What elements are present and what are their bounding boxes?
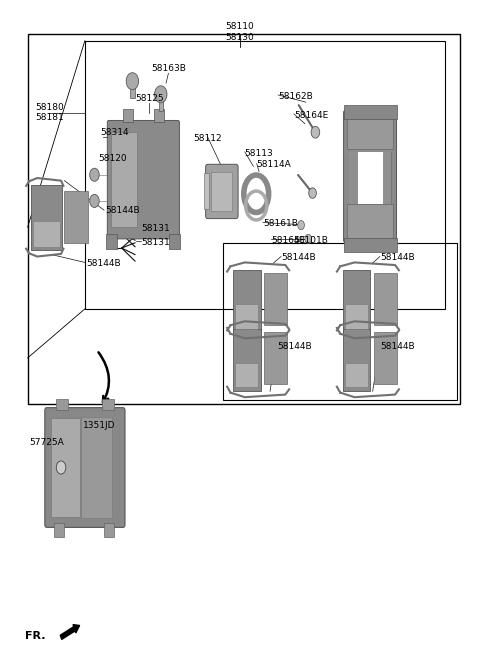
Text: 58164E: 58164E [294, 111, 328, 120]
FancyBboxPatch shape [102, 399, 114, 410]
Text: 58113: 58113 [245, 148, 274, 158]
Circle shape [56, 461, 66, 474]
FancyBboxPatch shape [343, 269, 370, 332]
FancyBboxPatch shape [205, 164, 238, 219]
Circle shape [90, 194, 99, 208]
FancyArrow shape [60, 625, 80, 639]
Circle shape [155, 86, 167, 102]
FancyBboxPatch shape [344, 238, 396, 252]
FancyBboxPatch shape [107, 235, 117, 249]
Circle shape [311, 126, 320, 138]
FancyBboxPatch shape [56, 399, 68, 410]
FancyBboxPatch shape [81, 417, 112, 518]
Text: 58101B: 58101B [293, 236, 328, 244]
FancyBboxPatch shape [233, 328, 261, 391]
FancyBboxPatch shape [383, 152, 391, 204]
FancyBboxPatch shape [130, 81, 134, 97]
Circle shape [126, 73, 139, 90]
Text: 58164E: 58164E [271, 236, 305, 244]
Text: 58110
58130: 58110 58130 [226, 22, 254, 42]
Text: 58120: 58120 [98, 154, 126, 163]
Text: 58144B: 58144B [86, 259, 121, 267]
Text: 58131: 58131 [141, 224, 170, 233]
FancyBboxPatch shape [50, 418, 80, 517]
FancyBboxPatch shape [211, 172, 232, 211]
Circle shape [298, 221, 304, 230]
FancyBboxPatch shape [123, 109, 132, 122]
Text: 58180
58181: 58180 58181 [36, 103, 64, 122]
Circle shape [305, 235, 312, 244]
Text: 58144B: 58144B [380, 342, 414, 351]
Text: 58131: 58131 [141, 238, 170, 246]
FancyBboxPatch shape [31, 185, 62, 250]
FancyBboxPatch shape [233, 269, 261, 332]
FancyBboxPatch shape [108, 120, 180, 239]
FancyBboxPatch shape [235, 363, 258, 388]
Text: FR.: FR. [25, 631, 46, 641]
FancyBboxPatch shape [349, 152, 391, 204]
FancyBboxPatch shape [111, 132, 137, 227]
FancyBboxPatch shape [154, 109, 164, 122]
Circle shape [90, 168, 99, 181]
FancyBboxPatch shape [344, 104, 396, 119]
FancyBboxPatch shape [169, 235, 180, 249]
FancyBboxPatch shape [348, 110, 393, 148]
FancyBboxPatch shape [348, 204, 393, 240]
FancyBboxPatch shape [104, 524, 115, 537]
Text: 57725A: 57725A [29, 438, 64, 447]
Text: 58114A: 58114A [257, 160, 291, 170]
Text: 58314: 58314 [101, 127, 129, 137]
Text: 58144B: 58144B [380, 254, 414, 262]
Circle shape [309, 188, 316, 198]
FancyBboxPatch shape [235, 304, 258, 328]
FancyBboxPatch shape [373, 273, 396, 325]
FancyBboxPatch shape [45, 407, 125, 528]
Text: 1351JD: 1351JD [83, 421, 116, 430]
Text: 58125: 58125 [135, 94, 164, 102]
FancyBboxPatch shape [343, 328, 370, 391]
FancyBboxPatch shape [344, 110, 396, 242]
Text: 58161B: 58161B [263, 219, 298, 229]
Text: 58162B: 58162B [278, 92, 313, 101]
FancyBboxPatch shape [345, 304, 368, 328]
FancyBboxPatch shape [34, 221, 60, 247]
FancyBboxPatch shape [54, 524, 64, 537]
FancyBboxPatch shape [373, 332, 396, 384]
FancyBboxPatch shape [159, 95, 163, 110]
Text: 58144B: 58144B [106, 206, 140, 215]
FancyBboxPatch shape [64, 191, 88, 244]
FancyBboxPatch shape [204, 173, 209, 210]
Text: 58144B: 58144B [277, 342, 312, 351]
FancyBboxPatch shape [349, 152, 358, 204]
Text: 58144B: 58144B [281, 254, 316, 262]
FancyBboxPatch shape [345, 363, 368, 388]
FancyBboxPatch shape [264, 273, 287, 325]
FancyBboxPatch shape [264, 332, 287, 384]
Text: 58163B: 58163B [151, 64, 186, 73]
Text: 58112: 58112 [193, 134, 222, 143]
